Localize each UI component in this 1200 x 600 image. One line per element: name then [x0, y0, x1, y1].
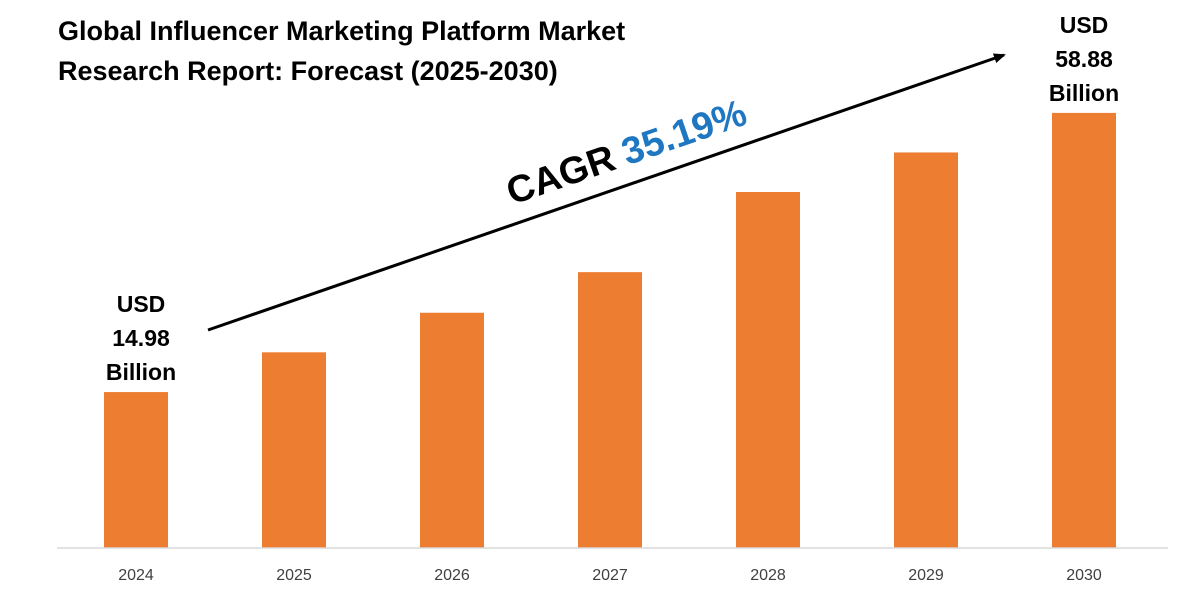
x-tick-2030: 2030 [1066, 567, 1102, 584]
trend-arrow [207, 53, 1006, 332]
bar-2030 [1052, 112, 1116, 549]
x-tick-2024: 2024 [118, 567, 154, 584]
last-label-line-2: 58.88 [1055, 46, 1113, 72]
x-tick-2027: 2027 [592, 567, 628, 584]
x-tick-2026: 2026 [434, 567, 470, 584]
bar-2025 [262, 352, 326, 548]
cagr-value: 35.19% [617, 92, 753, 174]
cagr-prefix: CAGR [501, 137, 620, 213]
cagr-annotation: CAGR35.19% [501, 92, 752, 213]
last-value-label: USD 58.88 Billion [1049, 12, 1119, 106]
x-tick-2025: 2025 [276, 567, 312, 584]
bar-2024 [104, 392, 168, 548]
chart-title-line-1: Global Influencer Marketing Platform Mar… [58, 16, 625, 46]
first-label-line-3: Billion [106, 359, 176, 385]
first-label-line-2: 14.98 [112, 325, 170, 351]
x-tick-2028: 2028 [750, 567, 786, 584]
first-label-line-1: USD [117, 291, 166, 317]
last-label-line-1: USD [1060, 12, 1109, 38]
bar-2028 [736, 192, 800, 548]
x-tick-2029: 2029 [908, 567, 944, 584]
bar-2026 [420, 312, 484, 548]
chart-title-line-2: Research Report: Forecast (2025-2030) [58, 56, 558, 86]
bars-group [104, 112, 1116, 549]
x-tick-labels: 2024 2025 2026 2027 2028 2029 2030 [118, 567, 1102, 584]
bar-2029 [894, 152, 958, 549]
last-label-line-3: Billion [1049, 80, 1119, 106]
bar-2027 [578, 272, 642, 548]
first-value-label: USD 14.98 Billion [106, 291, 176, 385]
